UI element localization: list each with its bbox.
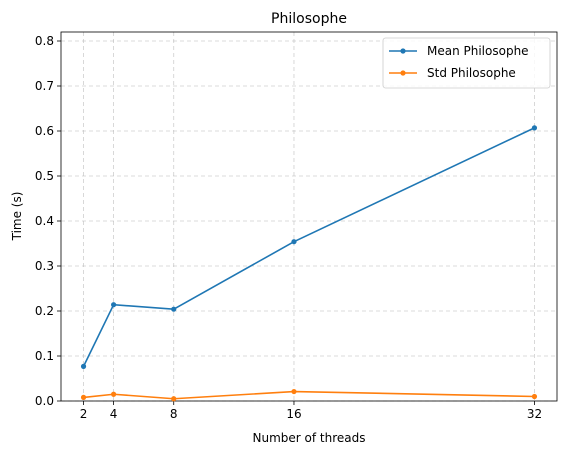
data-point xyxy=(291,239,297,245)
data-point xyxy=(111,302,117,308)
y-axis-label: Time (s) xyxy=(10,192,24,242)
x-tick-label: 4 xyxy=(110,407,118,421)
y-tick-label: 0.1 xyxy=(35,349,54,363)
y-tick-label: 0.8 xyxy=(35,34,54,48)
y-tick-label: 0.6 xyxy=(35,124,54,138)
plot-area xyxy=(60,31,558,402)
series-line-0 xyxy=(82,127,535,367)
y-tick-label: 0.4 xyxy=(35,214,54,228)
x-tick-label: 8 xyxy=(170,407,178,421)
x-tick-label: 2 xyxy=(80,407,88,421)
data-point xyxy=(111,391,117,397)
y-axis: 0.0 0.1 0.2 0.3 0.4 0.5 0.6 0.7 0.8 xyxy=(35,34,61,408)
data-point xyxy=(531,393,538,400)
legend-marker xyxy=(400,70,406,76)
series-line-1 xyxy=(83,390,535,400)
legend-label: Std Philosophe xyxy=(427,66,516,80)
y-tick-label: 0.3 xyxy=(35,259,54,273)
x-tick-label: 32 xyxy=(527,407,542,421)
chart-title: Philosophe xyxy=(271,11,347,27)
y-tick-label: 0.5 xyxy=(35,169,54,183)
legend-marker xyxy=(400,48,406,54)
data-point xyxy=(291,388,297,395)
data-point xyxy=(171,306,177,312)
legend-label: Mean Philosophe xyxy=(427,44,529,58)
x-tick-label: 16 xyxy=(286,407,301,421)
y-tick-label: 0.7 xyxy=(35,79,54,93)
series-group xyxy=(80,125,538,402)
y-tick-label: 0.0 xyxy=(35,394,54,408)
data-point xyxy=(80,394,87,400)
data-point xyxy=(80,363,87,369)
legend-box xyxy=(382,37,551,89)
legend: Mean Philosophe Std Philosophe xyxy=(382,37,551,89)
x-axis: 2 4 8 16 32 xyxy=(80,401,542,421)
x-axis-label: Number of threads xyxy=(253,431,366,445)
y-tick-label: 0.2 xyxy=(35,304,54,318)
data-point xyxy=(531,125,538,131)
data-point xyxy=(171,396,177,402)
